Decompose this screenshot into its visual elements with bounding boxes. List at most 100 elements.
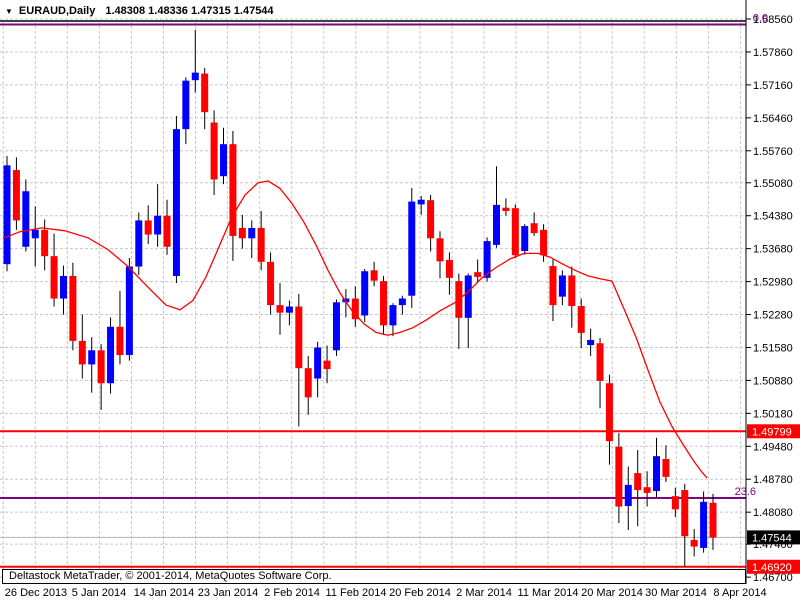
candle-bull [191,72,199,81]
support-line-badge [747,559,800,574]
price-tick-label: 1.55760 [753,146,793,158]
candle-bear [474,272,482,277]
price-tick-label: 1.54380 [753,211,793,223]
candle-bull [483,241,491,278]
current-price-line-badge-label: 1.47544 [752,532,792,544]
candle-bull [220,144,228,177]
candle-bull [653,456,661,491]
candle-bull [248,227,256,239]
candle-bear [530,223,538,234]
candle-bull [107,326,115,384]
symbol-timeframe-label: EURAUD,Daily [18,5,96,17]
candle-bear [643,487,651,493]
price-tick-label: 1.58560 [753,14,793,26]
price-tick-label: 1.50180 [753,408,793,420]
price-tick-label: 1.52980 [753,277,793,289]
date-tick-label: 23 Jan 2014 [198,587,259,599]
candle-bear [662,459,670,477]
candle-bull [31,229,39,239]
candle-bear [671,496,679,510]
date-tick-label: 2 Feb 2014 [264,587,320,599]
price-tick-label: 1.55080 [753,178,793,190]
candle-bear [210,122,218,180]
fibo-level-23-6-label: 23.6 [735,486,756,498]
candle-bear [511,208,519,256]
copyright-bar: Deltastock MetaTrader, © 2001-2014, Meta… [2,569,746,584]
candle-bull [182,80,190,130]
fibo-level-0-label: 0.0 [753,13,768,25]
price-axis-panel [746,0,800,600]
candle-bear [605,383,613,442]
price-tick-label: 1.53680 [753,244,793,256]
price-tick-label: 1.57860 [753,47,793,59]
date-tick-label: 14 Jan 2014 [134,587,195,599]
candle-bull [700,501,708,548]
candle-bear [41,229,49,257]
candle-bear [257,227,265,262]
candle-bear [681,490,689,537]
date-tick-label: 30 Mar 2014 [645,587,707,599]
candle-bear [50,256,58,299]
candle-bear [709,502,717,538]
candle-bear [380,281,388,326]
chart-title: ▼ EURAUD,Daily 1.48308 1.48336 1.47315 1… [5,3,274,19]
price-tick-label: 1.48780 [753,474,793,486]
support-line-badge-label: 1.46920 [752,562,792,574]
candle-bear [323,360,331,370]
candle-bull [521,226,529,251]
candle-bear [577,306,585,333]
candle-bull [22,191,30,247]
candle-bear [427,200,435,239]
candle-bear [276,305,284,313]
candle-bear [540,229,548,256]
candle-bear [69,275,77,341]
price-tick-label: 1.52280 [753,310,793,322]
candle-bear [12,170,20,221]
candle-bull [285,306,293,313]
date-tick-label: 5 Jan 2014 [72,587,126,599]
current-price-line-badge [747,530,800,545]
candle-bear [78,340,86,365]
date-tick-label: 8 Apr 2014 [713,587,766,599]
candle-bull [587,339,595,346]
price-tick-label: 1.50880 [753,375,793,387]
candle-bear [690,539,698,547]
candle-bull [624,484,632,507]
candle-bear [144,220,152,235]
date-tick-label: 11 Feb 2014 [326,587,387,599]
candle-bull [3,165,11,265]
candle-bear [201,73,209,113]
price-tick-label: 1.51580 [753,342,793,354]
candle-bull [398,298,406,306]
candle-bull [492,204,500,245]
candle-bear [436,238,444,262]
symbol-dropdown-icon[interactable]: ▼ [5,6,13,16]
candle-bear [634,473,642,491]
price-tick-label: 1.48080 [753,507,793,519]
price-tick-label: 1.49480 [753,441,793,453]
resistance-line-badge [747,424,800,439]
resistance-line-badge-label: 1.49799 [752,426,792,438]
copyright-text: Deltastock MetaTrader, © 2001-2014, Meta… [9,570,332,582]
candle-bull [417,199,425,205]
candle-bear [351,298,359,320]
candle-bear [549,266,557,306]
candle-bear [502,207,510,211]
candle-bull [361,271,369,316]
candle-bear [596,343,604,381]
candle-bull [389,305,397,326]
candle-bear [304,368,312,398]
candle-bull [125,266,133,355]
price-tick-label: 1.46700 [753,572,793,584]
candle-bear [445,259,453,278]
candle-bull [172,129,180,276]
date-tick-label: 20 Mar 2014 [581,587,643,599]
candle-bull [342,298,350,303]
candle-bear [267,261,275,306]
candle-bull [154,215,162,235]
candle-bear [163,215,171,247]
date-tick-label: 11 Mar 2014 [518,587,579,599]
price-tick-label: 1.56460 [753,113,793,125]
